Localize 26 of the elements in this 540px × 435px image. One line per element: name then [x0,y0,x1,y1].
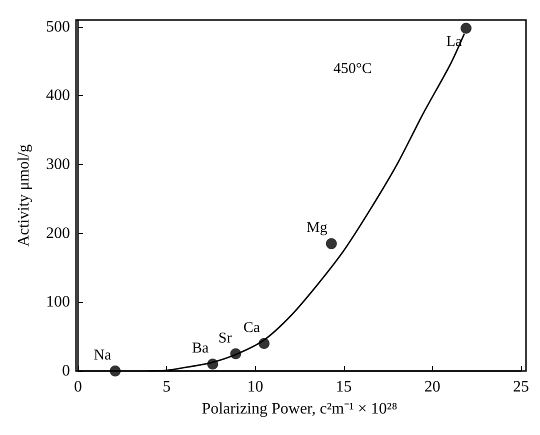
x-tick-label: 10 [247,378,264,396]
annotation: Mg [306,220,328,236]
point [207,358,218,370]
annotation: Na [94,348,112,364]
x-tick-label: 0 [74,378,82,396]
annotation: Ca [243,320,260,336]
y-tick-label: 200 [46,224,70,242]
x-tick-label: 25 [513,378,529,396]
y-tick-label: 400 [46,87,70,104]
x-tick-label: 20 [424,378,440,396]
annotation: 450°C [333,61,372,78]
x-axis-title: Polarizing Power, c²m⁻¹ × 10²⁸ [202,400,398,418]
point [230,348,242,360]
annotation: Sr [218,330,232,346]
point [258,338,270,349]
y-tick-label: 0 [62,362,70,380]
y-tick-label: 500 [46,18,70,36]
y-tick-label: 100 [46,294,70,311]
point [326,238,337,250]
point [110,366,121,376]
annotation: Ba [192,340,210,357]
y-axis-title: Activity μmol/g [16,144,32,247]
x-tick-label: 5 [162,378,171,396]
x-tick-label: 15 [336,378,352,396]
point [460,22,472,34]
y-tick-label: 300 [46,156,70,174]
